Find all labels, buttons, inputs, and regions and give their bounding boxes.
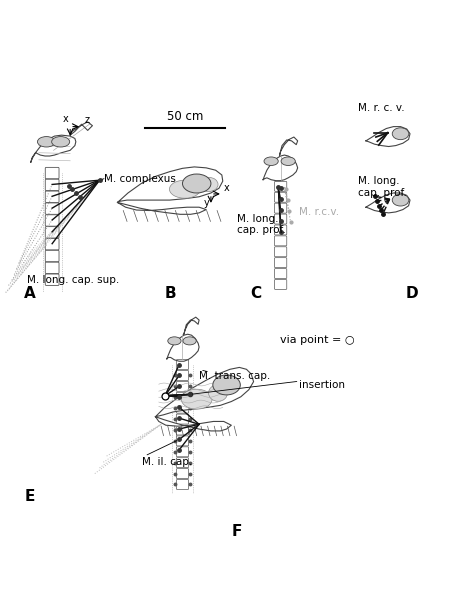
FancyBboxPatch shape — [46, 191, 59, 202]
Text: D: D — [406, 286, 419, 301]
FancyBboxPatch shape — [274, 192, 287, 202]
FancyBboxPatch shape — [274, 236, 287, 246]
Text: via point = ○: via point = ○ — [280, 335, 354, 345]
FancyBboxPatch shape — [46, 226, 59, 238]
Ellipse shape — [37, 137, 55, 147]
FancyBboxPatch shape — [176, 392, 189, 402]
Ellipse shape — [281, 157, 295, 165]
FancyBboxPatch shape — [274, 258, 287, 268]
FancyBboxPatch shape — [176, 436, 189, 446]
Ellipse shape — [264, 157, 278, 165]
Ellipse shape — [213, 375, 240, 395]
Polygon shape — [280, 137, 298, 155]
Polygon shape — [263, 155, 298, 181]
FancyBboxPatch shape — [176, 403, 189, 413]
FancyBboxPatch shape — [176, 381, 189, 391]
FancyBboxPatch shape — [46, 203, 59, 214]
Polygon shape — [184, 317, 199, 334]
FancyBboxPatch shape — [274, 225, 287, 235]
FancyBboxPatch shape — [274, 280, 287, 289]
Text: M. long.
cap. prof.: M. long. cap. prof. — [237, 214, 286, 236]
FancyBboxPatch shape — [46, 239, 59, 250]
FancyBboxPatch shape — [46, 274, 59, 286]
Ellipse shape — [168, 337, 181, 345]
FancyBboxPatch shape — [274, 214, 287, 224]
Polygon shape — [155, 417, 231, 431]
Polygon shape — [167, 334, 199, 361]
Ellipse shape — [183, 337, 196, 345]
Text: M. complexus: M. complexus — [104, 173, 176, 184]
Ellipse shape — [199, 178, 218, 191]
Ellipse shape — [52, 137, 70, 147]
FancyBboxPatch shape — [46, 262, 59, 274]
Text: E: E — [24, 489, 35, 504]
FancyBboxPatch shape — [46, 250, 59, 262]
Text: B: B — [165, 286, 176, 301]
FancyBboxPatch shape — [176, 414, 189, 424]
Polygon shape — [118, 202, 206, 214]
Text: M. r.c.v.: M. r.c.v. — [299, 207, 339, 217]
Polygon shape — [118, 167, 223, 202]
Ellipse shape — [181, 389, 212, 409]
FancyBboxPatch shape — [274, 203, 287, 213]
FancyBboxPatch shape — [176, 359, 189, 370]
FancyBboxPatch shape — [46, 215, 59, 226]
Text: M. long.
cap. prof.: M. long. cap. prof. — [358, 176, 407, 198]
Ellipse shape — [182, 174, 211, 193]
FancyBboxPatch shape — [274, 247, 287, 257]
Text: x: x — [63, 114, 69, 124]
Ellipse shape — [170, 180, 200, 198]
FancyBboxPatch shape — [46, 179, 59, 191]
FancyBboxPatch shape — [176, 480, 189, 489]
Ellipse shape — [392, 128, 409, 140]
FancyBboxPatch shape — [274, 181, 287, 191]
Text: A: A — [24, 286, 35, 301]
Polygon shape — [366, 127, 410, 147]
Text: x: x — [224, 182, 230, 193]
Polygon shape — [31, 135, 76, 162]
Ellipse shape — [392, 194, 409, 206]
FancyBboxPatch shape — [46, 167, 59, 179]
FancyBboxPatch shape — [176, 425, 189, 435]
Polygon shape — [155, 367, 254, 417]
FancyBboxPatch shape — [176, 469, 189, 478]
Text: z: z — [84, 115, 90, 125]
Text: C: C — [250, 286, 262, 301]
Text: y: y — [204, 198, 210, 208]
Text: 50 cm: 50 cm — [167, 110, 203, 123]
Text: M. long. cap. sup.: M. long. cap. sup. — [27, 274, 120, 284]
FancyBboxPatch shape — [176, 370, 189, 381]
FancyBboxPatch shape — [274, 269, 287, 278]
Polygon shape — [70, 122, 92, 135]
Text: M. trans. cap.: M. trans. cap. — [199, 371, 270, 381]
Ellipse shape — [209, 385, 228, 401]
FancyBboxPatch shape — [176, 458, 189, 467]
FancyBboxPatch shape — [176, 447, 189, 457]
Text: F: F — [232, 524, 242, 539]
Text: insertion: insertion — [299, 380, 345, 390]
Polygon shape — [366, 193, 410, 213]
Text: M. r. c. v.: M. r. c. v. — [358, 103, 404, 113]
Text: M. il. cap.: M. il. cap. — [142, 457, 192, 467]
